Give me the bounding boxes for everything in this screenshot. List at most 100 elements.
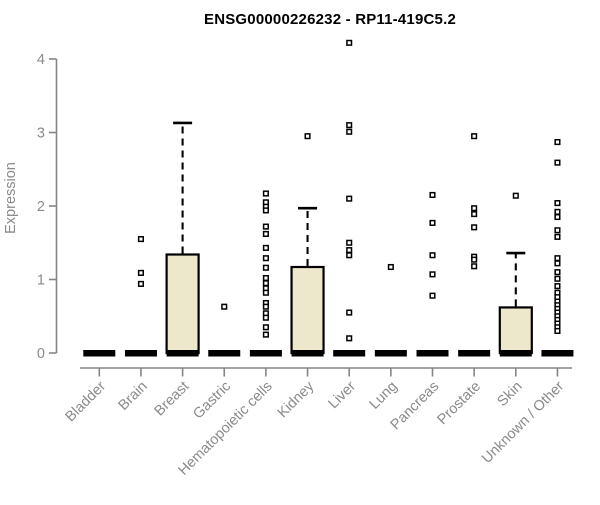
y-tick-label: 3 <box>37 126 45 142</box>
outlier-point <box>554 269 561 276</box>
outlier-point <box>262 244 269 251</box>
outlier-point <box>262 289 269 296</box>
y-tick-label: 2 <box>37 199 45 215</box>
y-tick-label: 4 <box>37 52 45 68</box>
y-tick-label: 1 <box>37 273 45 289</box>
outlier-point <box>221 303 228 310</box>
median-bar <box>124 350 157 357</box>
outlier-point <box>262 314 269 321</box>
box-hematopoietic-cells <box>249 190 282 357</box>
outlier-point <box>554 255 561 262</box>
y-axis-label: Expression <box>3 162 19 234</box>
outlier-point <box>471 256 478 263</box>
x-tick-label-skin: Skin <box>494 379 525 410</box>
median-bar <box>416 350 449 357</box>
chart-title: ENSG00000226232 - RP11-419C5.2 <box>203 11 456 28</box>
y-tick-label: 0 <box>37 346 45 362</box>
outlier-point <box>262 207 269 214</box>
box-rect <box>290 265 325 355</box>
outlier-point <box>346 128 353 135</box>
box-rect <box>498 306 533 355</box>
median-bar <box>499 350 532 357</box>
box-gastric <box>208 303 241 357</box>
outlier-point <box>429 271 436 278</box>
outlier-point <box>429 252 436 259</box>
median-bar <box>541 350 574 357</box>
outlier-point <box>346 247 353 254</box>
x-tick-label-brain: Brain <box>116 379 151 414</box>
x-tick-label-breast: Breast <box>151 379 192 420</box>
outlier-point <box>429 191 436 199</box>
x-tick-label-liver: Liver <box>325 378 359 412</box>
median-bar <box>333 350 366 357</box>
outlier-point <box>471 211 478 218</box>
outlier-point <box>262 324 269 331</box>
outlier-point <box>554 227 561 234</box>
outlier-point <box>346 39 353 46</box>
outlier-point <box>346 309 353 316</box>
outlier-point <box>262 230 269 237</box>
outlier-point <box>554 283 561 290</box>
outlier-point <box>346 252 353 259</box>
outlier-point <box>554 208 561 215</box>
box-pancreas <box>416 191 449 357</box>
outlier-point <box>554 327 561 334</box>
outlier-point <box>137 236 144 243</box>
x-tick-label-bladder: Bladder <box>62 378 109 425</box>
outlier-point <box>346 195 353 202</box>
box-series <box>83 39 574 357</box>
box-prostate <box>458 133 491 357</box>
box-kidney <box>290 133 325 357</box>
outlier-point <box>429 219 436 226</box>
box-lung <box>374 263 407 357</box>
outlier-point <box>346 239 353 246</box>
outlier-point <box>554 275 561 282</box>
box-bladder <box>83 350 116 357</box>
outlier-point <box>471 224 478 231</box>
median-bar <box>249 350 282 357</box>
outlier-point <box>471 133 478 140</box>
outlier-point <box>262 255 269 262</box>
outlier-point <box>512 192 519 199</box>
outlier-point <box>304 133 311 140</box>
median-bar <box>208 350 241 357</box>
median-bar <box>374 350 407 357</box>
median-bar <box>291 350 324 357</box>
x-tick-label-lung: Lung <box>367 379 401 413</box>
outlier-point <box>387 263 394 271</box>
box-skin <box>498 192 533 357</box>
box-unknown-other <box>541 139 574 357</box>
outlier-point <box>262 223 269 230</box>
outlier-point <box>262 264 269 271</box>
outlier-point <box>262 190 269 197</box>
median-bar <box>458 350 491 357</box>
outlier-point <box>554 159 561 166</box>
box-breast <box>165 121 200 357</box>
outlier-point <box>346 122 353 129</box>
x-tick-label-prostate: Prostate <box>434 379 483 428</box>
median-bar <box>166 350 199 357</box>
outlier-point <box>262 331 269 338</box>
outlier-point <box>137 280 144 287</box>
median-bar <box>83 350 116 357</box>
outlier-point <box>554 200 561 207</box>
box-liver <box>333 39 366 357</box>
outlier-point <box>554 213 561 221</box>
x-tick-label-kidney: Kidney <box>275 378 318 421</box>
box-rect <box>165 253 200 355</box>
box-brain <box>124 236 157 357</box>
outlier-point <box>554 233 561 240</box>
outlier-point <box>554 139 561 146</box>
outlier-point <box>346 335 353 342</box>
outlier-point <box>262 303 269 310</box>
outlier-point <box>471 263 478 270</box>
outlier-point <box>262 280 269 287</box>
outlier-point <box>471 205 478 212</box>
outlier-point <box>262 274 269 282</box>
outlier-point <box>554 260 561 267</box>
outlier-point <box>137 269 144 276</box>
outlier-point <box>429 292 436 299</box>
